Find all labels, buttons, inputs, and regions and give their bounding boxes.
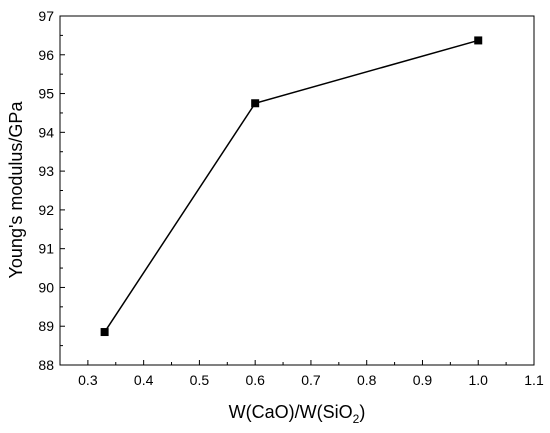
y-axis-ticks: 88 89 90 91 92 93 94 95 96 97 [38,8,65,373]
x-tick-label: 0.6 [245,372,265,388]
x-tick-label: 0.8 [357,372,377,388]
x-tick-label: 0.4 [134,372,154,388]
y-tick-label: 88 [38,357,54,373]
x-tick-label: 0.7 [301,372,321,388]
x-tick-label: 1.1 [524,372,544,388]
y-tick-label: 93 [38,163,54,179]
y-tick-label: 94 [38,124,54,140]
y-tick-label: 92 [38,202,54,218]
y-axis-label: Young's modulus/GPa [6,101,26,279]
data-point-marker [474,36,483,45]
x-tick-label: 1.0 [469,372,489,388]
x-tick-label: 0.9 [413,372,433,388]
y-tick-label: 90 [38,279,54,295]
y-tick-label: 91 [38,241,54,257]
x-axis-ticks: 0.3 0.4 0.5 0.6 0.7 0.8 0.9 1.0 1.1 [59,360,544,388]
y-tick-label: 89 [38,318,54,334]
series-line [103,39,479,333]
y-tick-label: 95 [38,86,54,102]
x-axis-label: W(CaO)/W(SiO2) [229,402,366,426]
plot-frame [59,15,535,366]
y-tick-label: 96 [38,47,54,63]
x-tick-label: 0.5 [190,372,210,388]
data-point-marker [100,328,109,337]
x-tick-label: 0.3 [78,372,98,388]
data-point-marker [251,99,260,108]
series-layer [100,36,483,337]
y-tick-label: 97 [38,8,54,24]
